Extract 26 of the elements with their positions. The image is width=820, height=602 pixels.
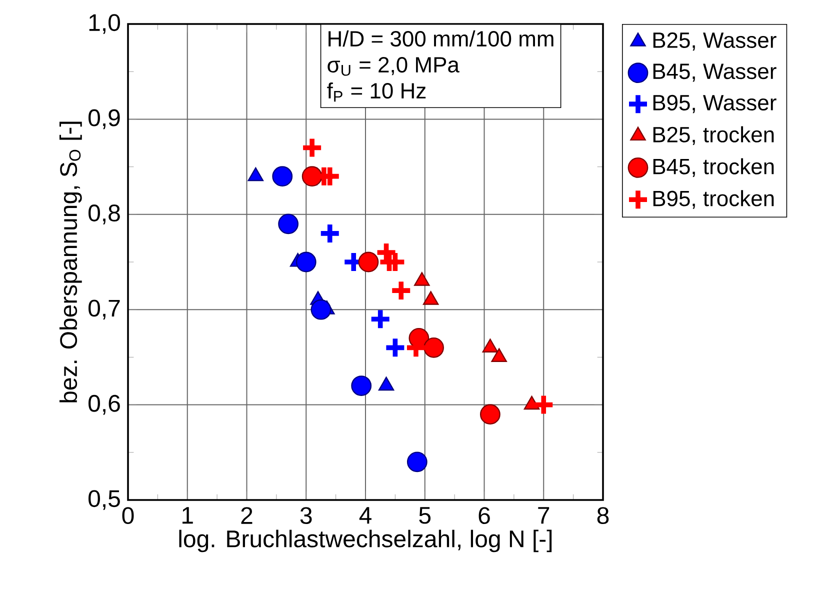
x-tick-label: 1 [182, 507, 193, 524]
legend-label: B25, trocken [653, 126, 774, 146]
x-tick-label: 0 [122, 507, 134, 524]
y-axis-title: bez. Oberspannung, S$_{O}$ [-] [59, 122, 82, 402]
x-tick-label: 5 [419, 507, 431, 524]
y-tick-label: 0,9 [88, 109, 120, 130]
x-tick-label: 2 [241, 507, 252, 524]
y-tick-label: 0,7 [88, 300, 120, 320]
y-tick-label: 1,0 [89, 14, 120, 34]
annotation: H/D = 300 mm/100 mm [328, 30, 554, 47]
x-axis-title: log. Bruchlastwechselzahl, log N [-] [179, 530, 552, 552]
legend-label: B95, Wasser [653, 94, 776, 114]
y-tick-label: 0,8 [88, 204, 120, 224]
x-tick-label: 7 [538, 507, 550, 524]
legend-label: B45, Wasser [653, 64, 776, 82]
legend-label: B95, trocken [653, 190, 774, 209]
legend-label: B45, trocken [653, 158, 774, 177]
x-tick-label: 4 [359, 507, 372, 524]
annotation: σ$_{U}$ = 2,0 MPa [328, 57, 460, 76]
x-tick-label: 6 [478, 507, 490, 524]
legend-label: B25, Wasser [653, 32, 776, 51]
y-tick-label: 0,5 [88, 490, 120, 510]
x-tick-label: 8 [597, 507, 609, 524]
x-tick-label: 3 [300, 507, 312, 524]
annotation: f$_{P}$ = 10 Hz [327, 82, 426, 102]
y-tick-label: 0,6 [88, 394, 120, 415]
